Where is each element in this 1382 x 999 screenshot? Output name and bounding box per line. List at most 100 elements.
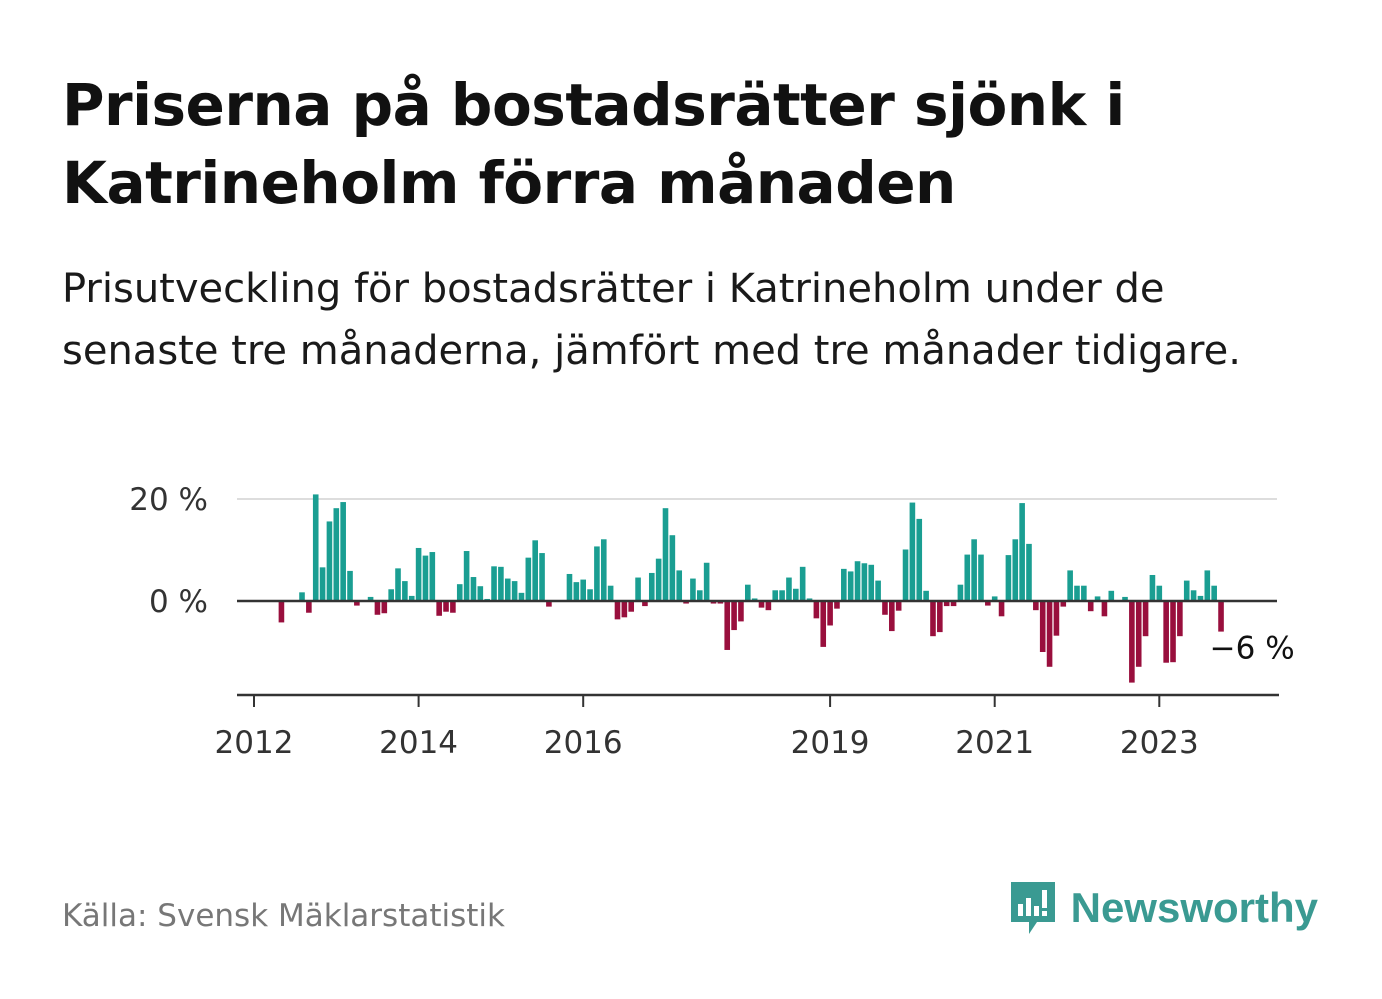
bar xyxy=(326,521,333,601)
y-tick-label: 0 % xyxy=(149,584,208,620)
bar xyxy=(587,589,593,601)
source-note: Källa: Svensk Mäklarstatistik xyxy=(62,898,505,934)
bar xyxy=(354,601,360,606)
bar xyxy=(1190,590,1197,601)
bar xyxy=(1012,539,1019,601)
bar xyxy=(1177,601,1183,637)
bar xyxy=(868,564,875,601)
bar xyxy=(854,561,861,601)
bar xyxy=(415,547,422,601)
bar xyxy=(532,540,538,601)
bar xyxy=(1094,596,1101,601)
bar xyxy=(1142,601,1149,637)
bar xyxy=(539,553,545,601)
bar xyxy=(1039,601,1046,652)
bar xyxy=(1108,590,1115,601)
bar xyxy=(319,567,326,601)
bar xyxy=(813,601,820,619)
bar xyxy=(943,601,950,607)
bar xyxy=(600,539,607,601)
bar xyxy=(662,508,669,601)
bar xyxy=(1081,585,1087,601)
bar xyxy=(751,598,758,601)
bar xyxy=(1046,601,1053,667)
bar xyxy=(998,601,1005,617)
bar xyxy=(745,584,751,601)
bar xyxy=(1156,585,1163,601)
bar xyxy=(1019,503,1025,601)
x-tick-label: 2014 xyxy=(379,725,458,761)
bars xyxy=(278,494,1224,683)
bar xyxy=(793,588,799,601)
bar xyxy=(648,572,655,601)
bar xyxy=(463,551,470,601)
bar xyxy=(1183,580,1190,601)
bar xyxy=(1129,601,1135,683)
bar xyxy=(566,573,573,601)
bar xyxy=(518,592,525,601)
bar xyxy=(1026,543,1032,601)
bar xyxy=(491,566,497,601)
bar xyxy=(916,518,923,601)
bar xyxy=(882,601,888,615)
bar xyxy=(456,584,463,601)
bar xyxy=(594,546,600,601)
bar xyxy=(607,585,614,601)
bar xyxy=(312,494,319,601)
bar xyxy=(642,601,648,607)
bar xyxy=(930,601,936,637)
bar xyxy=(1033,601,1039,611)
bar xyxy=(381,601,388,614)
bar xyxy=(1101,601,1108,617)
bar xyxy=(1005,555,1012,601)
bar xyxy=(546,601,552,607)
bar xyxy=(367,596,374,601)
bar xyxy=(278,601,285,623)
bar xyxy=(937,601,943,633)
bar xyxy=(799,566,806,601)
bar xyxy=(978,554,984,601)
bar xyxy=(635,577,641,601)
bar xyxy=(669,535,676,601)
bar xyxy=(834,601,840,609)
bar xyxy=(765,601,772,611)
y-tick-label: 20 % xyxy=(129,482,208,518)
x-tick-label: 2023 xyxy=(1120,725,1199,761)
bar xyxy=(717,601,724,604)
bar xyxy=(436,601,442,616)
bar xyxy=(820,601,827,647)
bar xyxy=(422,555,429,601)
labels: 0 % 20 % 2012 2014 2016 2019 2021 2023 −6 % xyxy=(129,482,1294,761)
bar xyxy=(388,589,394,601)
x-tick-label: 2019 xyxy=(791,725,870,761)
bar xyxy=(676,570,683,601)
last-value-label: −6 % xyxy=(1210,631,1295,667)
bar xyxy=(1211,585,1217,601)
chart-subtitle: Prisutveckling för bostadsrätter i Katri… xyxy=(62,266,1241,374)
bar xyxy=(450,601,456,613)
bar xyxy=(614,601,621,620)
bar xyxy=(806,598,813,601)
bar xyxy=(340,502,346,601)
bar xyxy=(758,601,765,608)
bar xyxy=(964,554,971,601)
bar xyxy=(443,601,449,612)
bar xyxy=(909,502,916,601)
bar xyxy=(827,601,833,626)
bar xyxy=(498,566,504,601)
chart-title: Priserna på bostadsrätter sjönk i Katrin… xyxy=(62,71,1125,217)
bar xyxy=(470,577,477,601)
bar xyxy=(628,601,635,612)
bar xyxy=(1067,570,1073,601)
bar xyxy=(731,601,737,631)
bar xyxy=(1135,601,1142,667)
axes xyxy=(237,599,1279,707)
bar xyxy=(580,579,586,601)
bar xyxy=(710,601,717,604)
bar xyxy=(738,601,744,622)
bar xyxy=(875,580,881,601)
bar xyxy=(347,570,353,601)
x-tick-label: 2012 xyxy=(215,725,294,761)
bar xyxy=(1149,574,1156,601)
brand-name: Newsworthy xyxy=(1070,884,1318,931)
